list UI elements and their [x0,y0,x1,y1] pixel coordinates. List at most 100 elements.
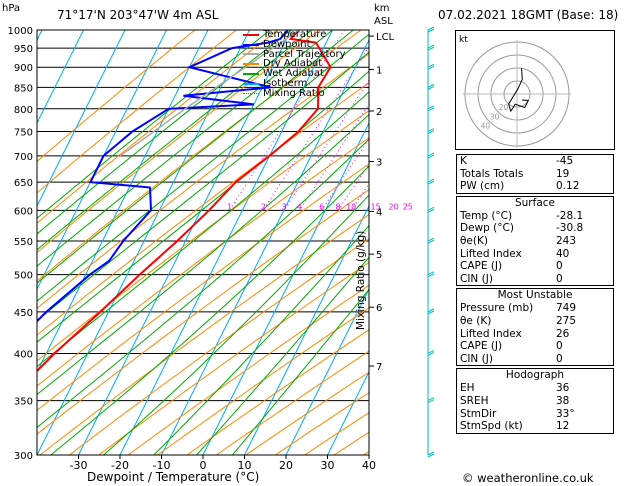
wind-barb [427,178,435,185]
isotherm-line [37,30,250,455]
mixing-ratio-label: 3 [282,202,287,211]
height-tick-label: 2 [376,107,382,118]
pressure-tick-label: 1000 [8,26,33,37]
pressure-tick-label: 800 [14,105,33,116]
mixing-ratio-axis-label: Mixing Ratio (g/kg) [355,230,367,330]
temperature-tick-label: 0 [200,459,207,472]
wet-adiabat-line [37,30,354,284]
legend-swatch [243,63,259,66]
hodograph-trace [508,68,530,113]
height-tick-label: 3 [376,157,382,168]
index-label: Pressure (mb) [460,302,534,315]
wind-barb [427,105,435,112]
index-row: StmSpd (kt) 12 [457,420,613,433]
index-label: CIN (J) [460,352,493,365]
dry-adiabat-line [37,82,369,336]
index-value: 0 [556,260,563,273]
index-value: 0 [556,272,563,285]
isotherm-line [119,30,333,455]
wind-barb [427,44,435,51]
dry-adiabat-line [37,53,369,310]
index-label: EH [460,382,475,395]
mixing-ratio-line [321,138,369,211]
wet-adiabat-line [196,256,369,455]
temperature-tick-label: -30 [70,459,88,472]
index-label: CIN (J) [460,272,493,285]
pressure-tick-label: 950 [14,44,33,55]
datetime-title: 07.02.2021 18GMT (Base: 18) [438,8,619,22]
wind-barb [427,397,435,404]
wind-barb [427,308,435,315]
mixing-ratio-label: 20 [388,202,398,211]
index-row: CIN (J) 0 [457,353,613,366]
legend-label: Dewpoint [263,38,311,50]
index-label: K [460,155,467,167]
wind-barb [427,206,435,213]
dry-adiabat-line [186,329,369,455]
wind-barb [427,152,435,159]
hodograph-ring-label: 20 [499,103,509,112]
legend-swatch [243,33,259,36]
index-section-title: Most Unstable [497,289,573,302]
hodograph-ring-label: 30 [490,112,500,121]
wet-adiabat-line [37,30,333,267]
mixing-ratio-label: 6 [319,202,324,211]
index-section-title: Surface [514,196,555,209]
mixing-ratio-line [229,30,345,211]
legend-swatch [243,73,259,76]
index-row: Temp (°C) -28.1 [457,210,613,223]
wet-adiabat-line [37,138,369,429]
wind-barb [427,63,435,70]
wet-adiabat-line [103,194,369,455]
pressure-tick-label: 450 [14,308,33,319]
mixing-ratio-label: 4 [297,202,302,211]
index-row: PW (cm) 0.12 [457,180,613,193]
most-unstable-box: Most Unstable Pressure (mb) 749 θe (K) 275 Li… [456,288,614,367]
index-row: Totals Totals 19 [457,168,613,181]
isotherm-line [37,30,167,291]
legend-label: Temperature [263,29,327,40]
isotherm-line [327,370,369,455]
legend-item: Dewpoint [243,38,346,50]
x-axis-label: Dewpoint / Temperature (°C) [87,470,260,484]
index-row: SREH 38 [457,395,613,408]
dry-adiabat-line [69,238,369,455]
isotherm-line [37,30,209,374]
temperature-tick-label: 30 [321,459,335,472]
index-label: StmDir [460,407,497,420]
index-row: θe (K) 275 [457,315,613,328]
dry-adiabat-line [39,213,369,455]
wind-barb [427,350,435,356]
mixing-ratio-line [337,163,369,211]
wet-adiabat-line [232,288,369,455]
legend-swatch [243,93,259,95]
index-value: 0 [556,340,563,353]
mixing-ratio-label: 8 [336,202,341,211]
index-row: Lifted Index 40 [457,248,613,261]
index-value: 275 [556,314,577,327]
height-tick-label: 7 [376,362,382,373]
index-value: 19 [556,167,570,180]
legend-label: Wet Adiabat [263,68,324,80]
wind-barb [427,237,435,244]
mixing-ratio-label: 10 [346,202,356,211]
dry-adiabat-line [37,30,196,163]
index-value: -30.8 [556,222,584,235]
legend-item: Parcel Trajectory [243,49,346,60]
dry-adiabat-line [157,307,369,455]
isotherm-line [244,204,369,455]
dry-adiabat-line [98,261,369,455]
wind-profile [427,26,435,458]
dry-adiabat-line [37,30,237,194]
hpa-unit-label: hPa [2,3,21,14]
pressure-tick-label: 900 [14,63,33,74]
pressure-tick-label: 850 [14,83,33,94]
index-row: Dewp (°C) -30.8 [457,222,613,235]
index-label: Lifted Index [460,247,522,260]
isotherm-line [161,38,369,455]
legend-item: Temperature [243,30,346,40]
index-label: CAPE (J) [460,260,503,273]
index-label: Temp (°C) [460,209,513,222]
index-value: 26 [556,327,570,340]
